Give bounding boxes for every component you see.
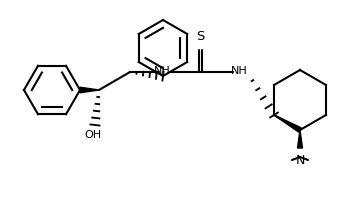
Polygon shape bbox=[274, 115, 301, 132]
Polygon shape bbox=[80, 87, 99, 93]
Polygon shape bbox=[297, 130, 303, 148]
Text: OH: OH bbox=[85, 130, 102, 140]
Text: S: S bbox=[196, 30, 204, 43]
Text: NH: NH bbox=[230, 66, 247, 76]
Text: NH: NH bbox=[154, 66, 170, 76]
Text: N: N bbox=[295, 154, 305, 167]
